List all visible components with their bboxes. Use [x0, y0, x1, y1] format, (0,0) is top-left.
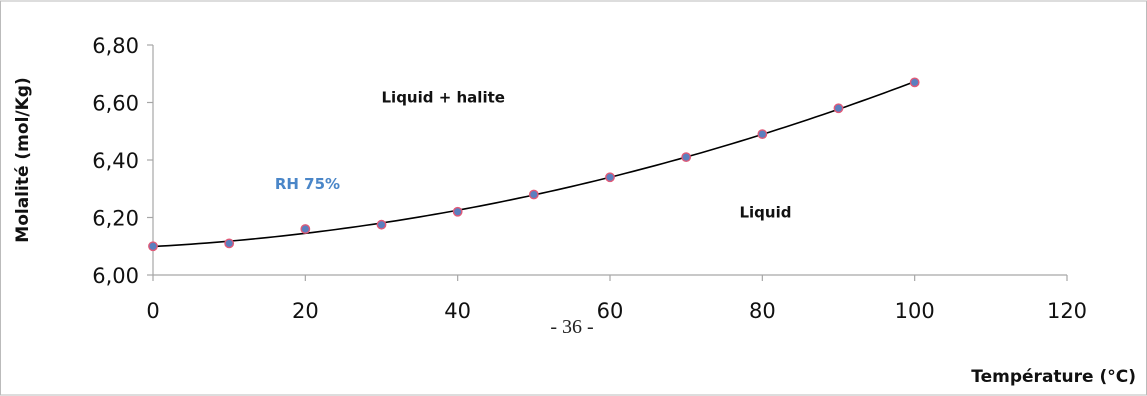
y-tick-label: 6,00 — [92, 264, 139, 288]
data-point — [681, 152, 692, 163]
data-point — [757, 129, 768, 140]
data-point — [300, 224, 311, 234]
data-point — [148, 241, 158, 252]
page-number: - 36 - — [550, 316, 593, 338]
data-point — [528, 189, 539, 200]
data-point — [452, 206, 463, 217]
data-point — [833, 103, 844, 114]
x-axis-title: Température (°C) — [971, 367, 1136, 387]
data-point — [909, 77, 920, 88]
x-tick-label: 100 — [895, 299, 935, 323]
y-tick-labels: 6,00 6,20 6,40 6,60 6,80 — [92, 34, 139, 288]
axes — [147, 44, 1068, 281]
x-tick-label: 60 — [597, 299, 624, 323]
y-tick-label: 6,60 — [92, 92, 139, 116]
annotation-label: Liquid + halite — [382, 89, 505, 107]
data-points — [148, 77, 920, 252]
x-tick-label: 40 — [444, 299, 471, 323]
data-point — [376, 219, 387, 230]
annotation-label: Liquid — [739, 204, 791, 222]
annotations: Liquid + halite RH 75% Liquid — [275, 89, 792, 222]
annotation-label: RH 75% — [275, 175, 340, 193]
x-tick-label: 0 — [146, 299, 159, 323]
y-tick-label: 6,40 — [92, 149, 139, 173]
x-tick-label: 120 — [1047, 299, 1087, 323]
y-axis-title: Molalité (mol/Kg) — [13, 77, 33, 242]
data-point — [605, 172, 615, 183]
data-point — [224, 238, 235, 249]
x-tick-labels: 0 20 40 60 80 100 120 — [146, 299, 1087, 323]
x-tick-label: 20 — [292, 299, 319, 323]
y-tick-label: 6,80 — [92, 34, 139, 58]
y-tick-label: 6,20 — [92, 207, 139, 231]
x-tick-label: 80 — [749, 299, 776, 323]
